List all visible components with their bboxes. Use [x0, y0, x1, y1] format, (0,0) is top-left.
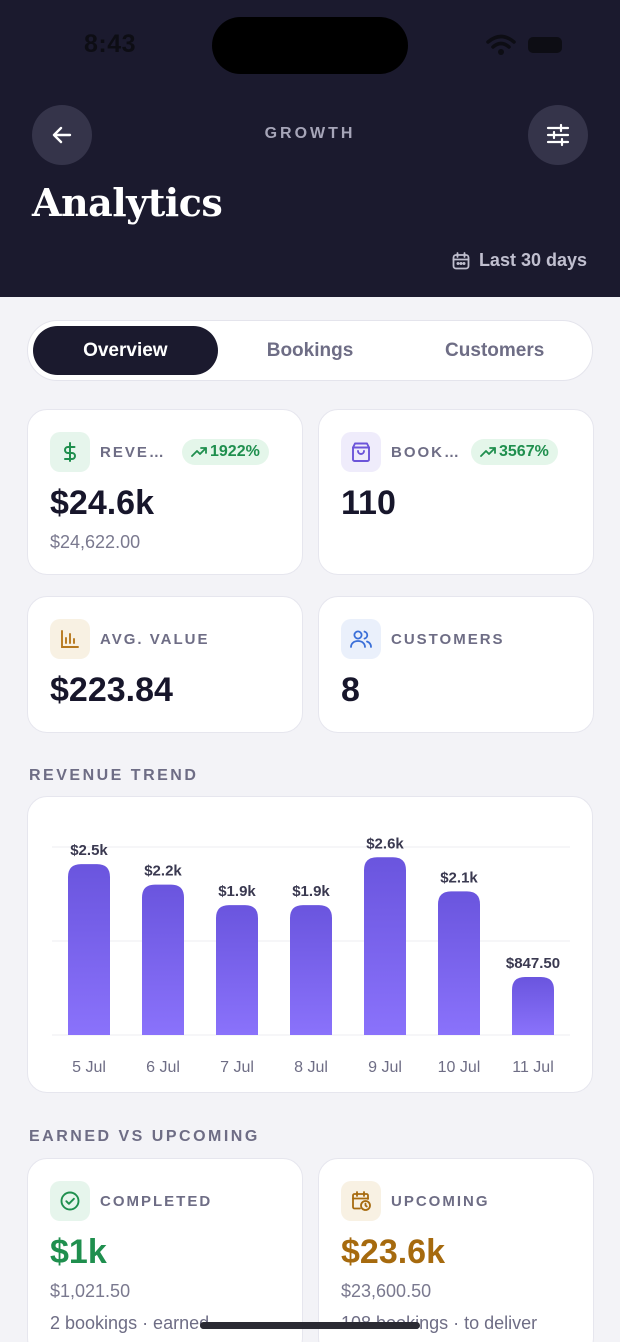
- wifi-icon: [486, 34, 516, 55]
- bar-chart-icon: [50, 619, 90, 659]
- dynamic-island: [212, 17, 408, 74]
- section-title-earned-vs-upcoming: EARNED VS UPCOMING: [29, 1128, 260, 1145]
- stat-card-revenue[interactable]: REVENUE 1922% $24.6k $24,622.00: [27, 409, 303, 575]
- bar-data-label: $2.2k: [144, 863, 182, 880]
- stat-value: 8: [341, 671, 360, 709]
- bar-data-label: $2.1k: [440, 869, 478, 886]
- stat-value: $24.6k: [50, 484, 154, 522]
- completed-sub: $1,021.50: [50, 1281, 131, 1301]
- x-tick-label: 8 Jul: [294, 1059, 328, 1076]
- page-title: Analytics: [32, 180, 223, 225]
- bar-chart: $2.5k 5 Jul $2.2k 6 Jul $1.9k 7 Jul $1.9k 8 Jul…: [52, 835, 570, 1076]
- change-value: 1922%: [210, 443, 260, 460]
- bar-5-jul[interactable]: [68, 864, 110, 1035]
- bar-9-jul[interactable]: [364, 857, 406, 1035]
- bar-11-jul[interactable]: [512, 977, 554, 1035]
- x-tick-label: 7 Jul: [220, 1059, 254, 1076]
- stat-sub: $24,622.00: [50, 532, 141, 552]
- x-tick-label: 6 Jul: [146, 1059, 180, 1076]
- stat-label: AVG. VALUE: [100, 630, 210, 648]
- completed-note: 2 bookings · earned: [50, 1313, 210, 1333]
- bar-6-jul[interactable]: [142, 884, 184, 1035]
- bar-data-label: $2.6k: [366, 835, 404, 852]
- status-time: 8:43: [84, 30, 137, 58]
- calendar-clock-icon: [341, 1181, 381, 1221]
- x-tick-label: 11 Jul: [512, 1059, 554, 1076]
- shopping-bag-icon: [341, 432, 381, 472]
- stat-card-customers[interactable]: CUSTOMERS 8: [318, 596, 594, 733]
- bar-data-label: $1.9k: [218, 883, 256, 900]
- sliders-icon: [546, 123, 570, 147]
- stat-label: REVENUE: [100, 443, 172, 461]
- arrow-left-icon: [52, 126, 72, 144]
- upcoming-sub: $23,600.50: [341, 1281, 432, 1301]
- bar-10-jul[interactable]: [438, 891, 480, 1035]
- stat-label: CUSTOMERS: [391, 630, 505, 648]
- tab-bookings[interactable]: Bookings: [266, 339, 354, 361]
- tab-customers[interactable]: Customers: [445, 339, 545, 361]
- dollar-icon: [50, 432, 90, 472]
- completed-value: $1k: [50, 1233, 107, 1271]
- upcoming-card[interactable]: UPCOMING $23.6k $23,600.50 108 bookings …: [318, 1158, 594, 1342]
- bar-7-jul[interactable]: [216, 905, 258, 1035]
- date-range-label: Last 30 days: [478, 250, 587, 270]
- bar-data-label: $2.5k: [70, 842, 108, 859]
- stat-card-bookings[interactable]: BOOKINGS 3567% 110: [318, 409, 594, 575]
- stat-label: COMPLETED: [100, 1192, 213, 1210]
- change-badge: 1922%: [182, 439, 269, 465]
- revenue-trend-chart: $2.5k 5 Jul $2.2k 6 Jul $1.9k 7 Jul $1.9k 8 Jul…: [27, 796, 593, 1093]
- stat-label: BOOKINGS: [391, 443, 461, 461]
- stat-label: UPCOMING: [391, 1192, 490, 1210]
- page-eyebrow: GROWTH: [264, 125, 356, 142]
- stat-card-avg-value[interactable]: AVG. VALUE $223.84: [27, 596, 303, 733]
- users-icon: [341, 619, 381, 659]
- change-badge: 3567%: [471, 439, 558, 465]
- section-title-revenue-trend: REVENUE TREND: [29, 767, 199, 784]
- filter-button[interactable]: [528, 105, 588, 165]
- calendar-icon: [452, 251, 470, 269]
- home-indicator[interactable]: [200, 1322, 420, 1329]
- x-tick-label: 10 Jul: [438, 1059, 481, 1076]
- bar-8-jul[interactable]: [290, 905, 332, 1035]
- header: 8:43 GROWTH Analytics Last 30 days: [0, 0, 620, 297]
- completed-card[interactable]: COMPLETED $1k $1,021.50 2 bookings · ear…: [27, 1158, 303, 1342]
- trend-up-icon: [191, 447, 207, 457]
- battery-icon: [528, 37, 562, 53]
- bar-data-label: $847.50: [506, 955, 560, 972]
- upcoming-value: $23.6k: [341, 1233, 445, 1271]
- tab-overview[interactable]: Overview: [33, 326, 218, 375]
- bar-data-label: $1.9k: [292, 883, 330, 900]
- x-tick-label: 5 Jul: [72, 1059, 106, 1076]
- segmented-tabs: Overview Bookings Customers: [27, 320, 593, 381]
- x-tick-label: 9 Jul: [368, 1059, 402, 1076]
- trend-up-icon: [480, 447, 496, 457]
- back-button[interactable]: [32, 105, 92, 165]
- stat-value: 110: [341, 484, 396, 522]
- stat-value: $223.84: [50, 671, 173, 709]
- date-range-selector[interactable]: Last 30 days: [451, 250, 587, 271]
- change-value: 3567%: [499, 443, 549, 460]
- check-circle-icon: [50, 1181, 90, 1221]
